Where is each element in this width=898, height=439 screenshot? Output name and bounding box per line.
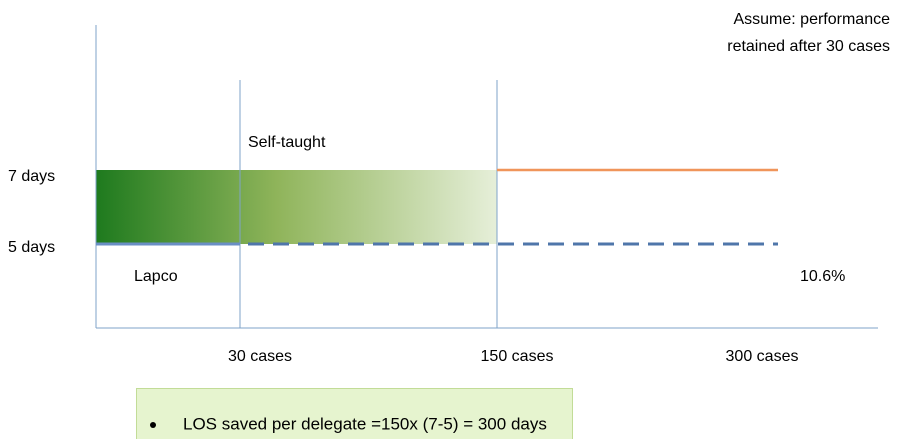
x-label: 30 cases xyxy=(228,348,292,365)
x-label: 300 cases xyxy=(726,348,799,365)
gradient-band xyxy=(96,170,497,244)
bullet-dot xyxy=(150,422,156,428)
x-label: 150 cases xyxy=(481,348,554,365)
note: retained after 30 cases xyxy=(727,38,890,55)
bullet-text: LOS saved per delegate =150x (7-5) = 300… xyxy=(183,414,547,433)
callout-box xyxy=(136,388,573,439)
note: Assume: performance xyxy=(733,11,890,28)
y-label: 7 days xyxy=(8,168,55,185)
region-label: 10.6% xyxy=(800,268,845,285)
region-label: Self-taught xyxy=(248,134,326,151)
region-label: Lapco xyxy=(134,268,178,285)
y-label: 5 days xyxy=(8,239,55,256)
